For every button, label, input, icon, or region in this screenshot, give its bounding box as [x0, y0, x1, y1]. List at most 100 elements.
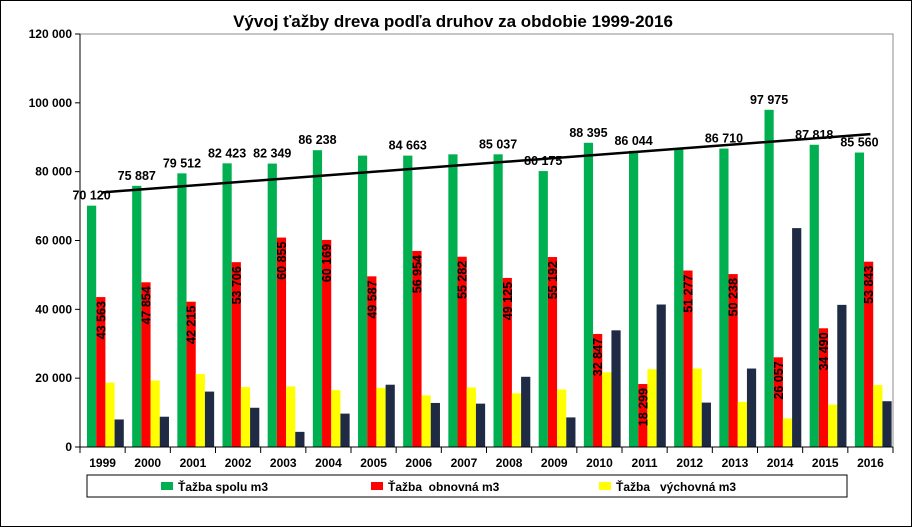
bar-obnovna [96, 297, 106, 447]
data-label-spolu: 82 423 [208, 146, 246, 160]
data-label-obnovna: 49 587 [365, 280, 379, 318]
data-label-spolu: 70 120 [72, 189, 110, 203]
bar-spolu [448, 154, 458, 447]
legend-label: Ťažba výchovná m3 [616, 479, 736, 494]
x-tick-label: 2015 [812, 456, 839, 470]
x-tick-label: 2010 [586, 456, 613, 470]
bar-obnovna [818, 328, 829, 447]
data-label-obnovna: 53 706 [230, 266, 244, 304]
bar-obnovna [864, 261, 874, 447]
data-label-obnovna: 49 125 [501, 282, 515, 320]
bar-vychovna [150, 380, 160, 447]
x-tick-label: 2009 [541, 456, 568, 470]
legend-swatch [371, 482, 383, 490]
data-label-spolu: 87 818 [795, 128, 833, 142]
bar-obnovna [412, 250, 422, 447]
x-tick-label: 2003 [270, 456, 297, 470]
bar-other [837, 304, 847, 447]
data-label-spolu: 84 663 [389, 139, 427, 153]
y-tick-label: 0 [65, 440, 72, 454]
bar-obnovna [322, 239, 332, 447]
bars [87, 109, 892, 448]
data-label-obnovna: 42 215 [185, 306, 199, 344]
bar-spolu [854, 152, 865, 447]
bar-obnovna [276, 237, 287, 447]
bar-vychovna [421, 395, 431, 447]
x-tick-label: 2008 [496, 456, 523, 470]
bar-vychovna [602, 372, 612, 447]
data-label-obnovna: 56 954 [410, 255, 424, 293]
bar-obnovna [186, 301, 196, 447]
bar-other [746, 368, 757, 447]
data-label-obnovna: 34 490 [817, 332, 831, 370]
legend-swatch [161, 482, 173, 490]
bar-spolu [177, 173, 187, 448]
bar-obnovna [457, 256, 467, 447]
data-label-spolu: 79 512 [163, 156, 201, 170]
bar-vychovna [737, 401, 747, 447]
bar-obnovna [502, 277, 512, 447]
data-label-obnovna: 55 282 [456, 261, 470, 299]
bar-obnovna [683, 270, 693, 447]
data-label-obnovna: 55 192 [546, 261, 560, 299]
data-label-spolu: 88 395 [569, 126, 607, 140]
bar-other [340, 413, 350, 447]
x-tick-label: 2001 [180, 456, 207, 470]
data-label-spolu: 75 887 [118, 169, 156, 183]
data-label-spolu: 86 710 [705, 132, 743, 146]
legend-label: Ťažba spolu m3 [178, 479, 268, 494]
bar-vychovna [240, 387, 251, 447]
data-label-obnovna: 47 854 [139, 286, 153, 324]
data-labels: 70 120 75 887 79 512 82 423 82 349 86 238 84 6… [72, 93, 878, 426]
bar-vychovna [331, 390, 341, 447]
data-label-obnovna: 51 277 [681, 274, 695, 312]
legend-swatch [599, 482, 611, 490]
bar-spolu [764, 109, 774, 448]
data-label-spolu: 86 044 [614, 134, 652, 148]
bar-other [295, 431, 305, 447]
x-tick-label: 2006 [405, 456, 432, 470]
data-label-obnovna: 43 563 [94, 301, 108, 339]
bar-other [521, 376, 531, 447]
bar-spolu [132, 185, 142, 447]
data-label-obnovna: 60 169 [320, 244, 334, 282]
y-tick-label: 40 000 [35, 302, 72, 316]
bar-spolu [719, 148, 729, 447]
bar-spolu [538, 171, 548, 447]
bar-spolu [312, 150, 323, 447]
data-label-obnovna: 32 847 [591, 338, 605, 376]
bar-other [656, 304, 666, 447]
bar-obnovna [547, 257, 558, 447]
data-label-obnovna: 18 299 [636, 388, 650, 426]
bar-vychovna [376, 387, 386, 447]
bar-spolu [493, 154, 503, 447]
x-tick-label: 2014 [767, 456, 794, 470]
bar-vychovna [466, 387, 476, 447]
x-axis: 1999 2000 2001 2002 2003 2004 2005 2006 2007 2008… [79, 446, 894, 470]
bar-spolu [267, 163, 277, 447]
bar-other [792, 228, 802, 447]
data-label-spolu: 85 560 [840, 136, 878, 150]
data-label-obnovna: 26 057 [772, 361, 786, 399]
data-label-obnovna: 53 843 [862, 266, 876, 304]
bar-vychovna [828, 404, 838, 447]
bar-other [566, 417, 576, 447]
bar-vychovna [647, 369, 657, 447]
bar-other [385, 384, 395, 447]
x-tick-label: 2016 [857, 456, 884, 470]
bar-vychovna [782, 418, 793, 447]
bar-vychovna [873, 385, 883, 447]
y-tick-label: 100 000 [29, 96, 73, 110]
data-label-spolu: 82 349 [253, 147, 291, 161]
bar-vychovna [105, 382, 115, 447]
chart-title: Vývoj ťažby dreva podľa druhov za obdobi… [233, 12, 673, 31]
y-axis: 0 20 000 40 000 60 000 80 000 100 000 120 000 [29, 27, 81, 454]
y-tick-label: 80 000 [35, 165, 72, 179]
bar-other [882, 401, 892, 447]
bar-spolu [403, 155, 413, 448]
x-tick-label: 2002 [225, 456, 252, 470]
x-tick-label: 1999 [89, 456, 116, 470]
y-tick-label: 120 000 [29, 27, 73, 41]
